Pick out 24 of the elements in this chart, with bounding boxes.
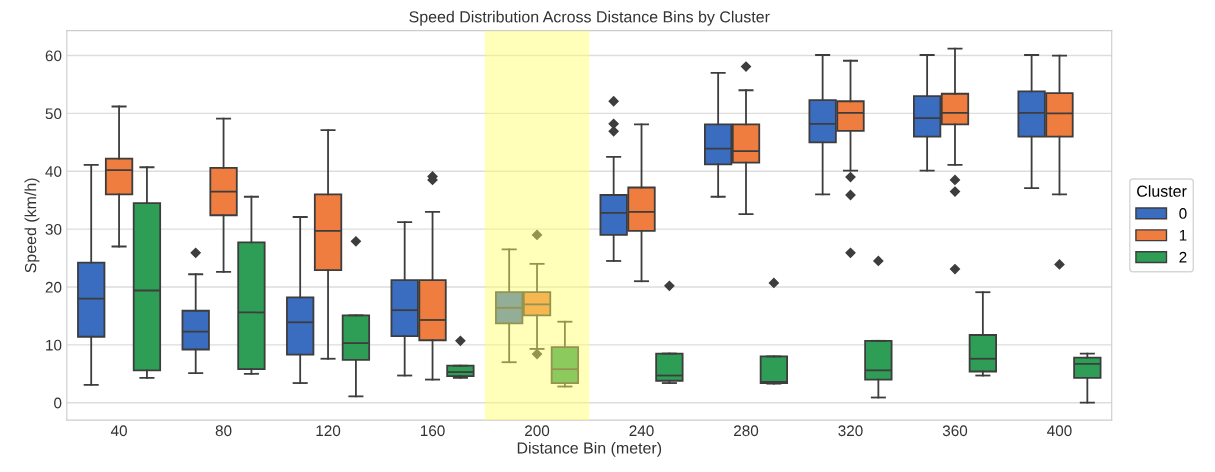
chart-title: Speed Distribution Across Distance Bins by Cluster — [409, 10, 770, 26]
x-tick-label: 200 — [525, 425, 550, 437]
legend-label: 1 — [1179, 230, 1187, 241]
x-tick-label: 40 — [110, 425, 127, 437]
y-tick-label: 50 — [45, 108, 62, 120]
x-tick-label: 320 — [838, 425, 863, 437]
legend-title: Cluster — [1137, 185, 1187, 197]
y-axis-title: Speed (km/h) — [24, 178, 40, 273]
x-tick-label: 160 — [420, 425, 445, 437]
y-tick-label: 20 — [45, 281, 62, 293]
y-tick-label: 30 — [45, 224, 62, 235]
x-tick-label: 240 — [629, 425, 654, 437]
x-tick-label: 360 — [942, 425, 968, 437]
x-axis-title: Distance Bin (meter) — [517, 441, 662, 457]
y-tick-label: 60 — [45, 50, 62, 62]
legend-label: 0 — [1179, 208, 1187, 219]
x-tick-label: 120 — [316, 425, 341, 437]
x-tick-label: 280 — [734, 425, 759, 437]
x-tick-label: 80 — [215, 425, 232, 437]
y-tick-label: 10 — [46, 339, 62, 351]
legend-label: 2 — [1179, 251, 1187, 263]
y-tick-label: 0 — [54, 397, 62, 409]
x-tick-label: 400 — [1047, 425, 1072, 437]
y-tick-label: 40 — [45, 166, 62, 177]
